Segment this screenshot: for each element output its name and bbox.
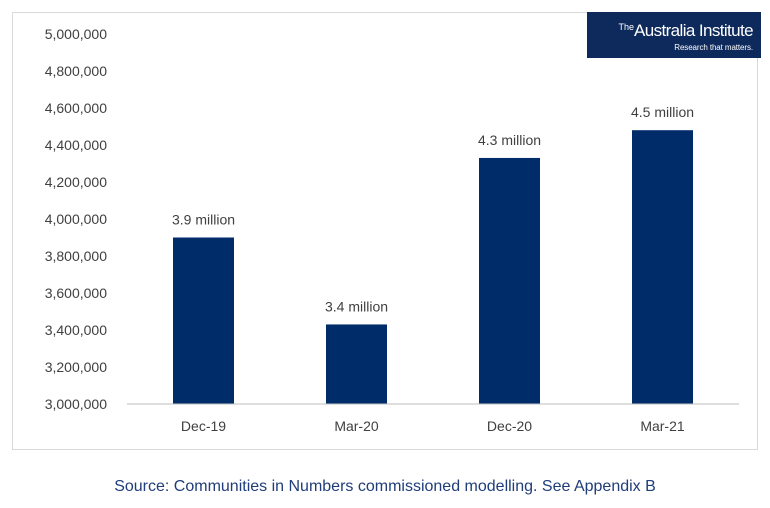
y-tick-label: 3,800,000: [45, 248, 107, 264]
bar-chart: 3,000,000 3,200,000 3,400,000 3,600,000 3,80…: [45, 26, 739, 434]
australia-institute-logo: TheAustralia Institute Research that mat…: [587, 12, 761, 58]
y-tick-label: 3,400,000: [45, 322, 107, 338]
bar-dec-19: [173, 237, 234, 404]
bar-mar-20: [326, 324, 387, 404]
data-label: 4.5 million: [631, 104, 694, 120]
chart-area: 3,000,000 3,200,000 3,400,000 3,600,000 3,80…: [12, 12, 758, 450]
data-label: 3.9 million: [172, 212, 235, 228]
y-tick-label: 4,400,000: [45, 137, 107, 153]
y-tick-label: 4,800,000: [45, 63, 107, 79]
y-tick-label: 3,200,000: [45, 359, 107, 375]
y-tick-label: 5,000,000: [45, 26, 107, 42]
logo-tagline: Research that matters.: [674, 43, 753, 52]
y-tick-label: 4,000,000: [45, 211, 107, 227]
logo-title: Australia Institute: [634, 21, 754, 40]
data-label: 3.4 million: [325, 298, 388, 314]
bar-dec-20: [479, 157, 540, 404]
logo-name: TheAustralia Institute: [595, 18, 753, 40]
x-tick-label: Mar-21: [640, 418, 685, 434]
x-tick-label: Mar-20: [334, 418, 379, 434]
y-tick-label: 3,000,000: [45, 396, 107, 412]
x-tick-label: Dec-19: [181, 418, 226, 434]
y-tick-label: 3,600,000: [45, 285, 107, 301]
logo-the: The: [618, 22, 634, 32]
x-tick-label: Dec-20: [487, 418, 532, 434]
y-tick-label: 4,600,000: [45, 100, 107, 116]
bar-mar-21: [632, 130, 693, 404]
data-label: 4.3 million: [478, 132, 541, 148]
y-tick-label: 4,200,000: [45, 174, 107, 190]
source-note: Source: Communities in Numbers commissio…: [114, 478, 656, 495]
